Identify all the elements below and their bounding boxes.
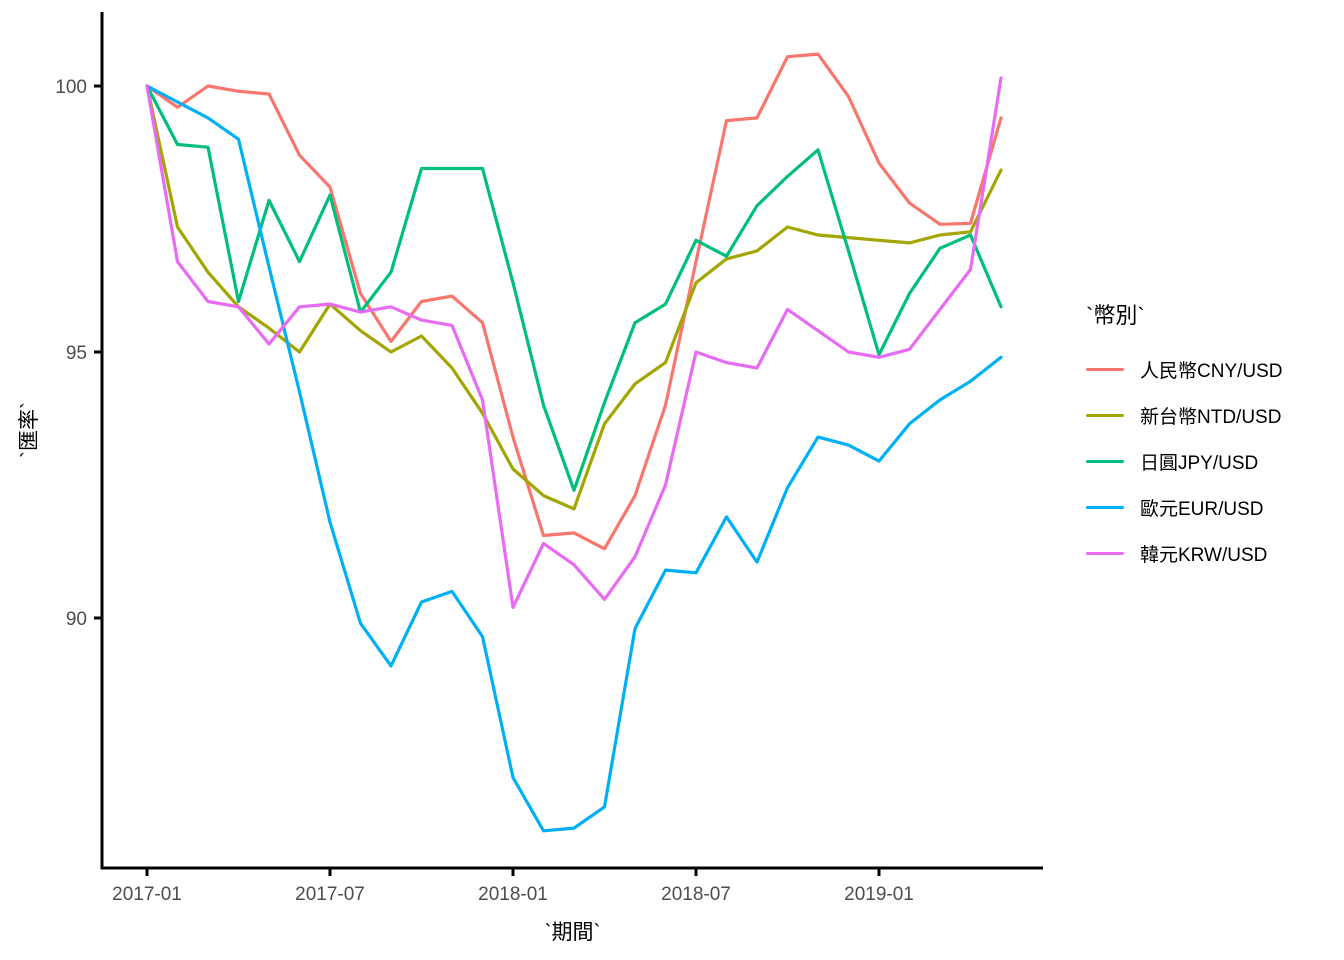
legend-title: `幣別` [1086, 303, 1145, 328]
x-tick-label: 2018-07 [661, 884, 731, 905]
series-line-歐元EUR/USD [145, 84, 1003, 833]
jpy-line-key-icon [1086, 459, 1124, 463]
y-tick-label: 90 [66, 609, 87, 630]
series-line-韓元KRW/USD [145, 76, 1003, 610]
ntd-line-key-icon [1086, 413, 1124, 417]
legend-item-label: 韓元KRW/USD [1140, 544, 1268, 566]
legend-item-ntd: 新台幣NTD/USD [1086, 392, 1283, 438]
legend-item-krw: 韓元KRW/USD [1086, 530, 1283, 576]
series-line-日圓JPY/USD [145, 84, 1003, 492]
legend-item-label: 人民幣CNY/USD [1140, 360, 1283, 382]
cny-line-key-icon [1086, 367, 1124, 371]
x-tick-label: 2018-01 [478, 884, 548, 905]
x-tick-label: 2019-01 [844, 884, 914, 905]
legend-item-label: 日圓JPY/USD [1140, 452, 1259, 474]
x-tick-label: 2017-07 [295, 884, 365, 905]
y-tick-label: 100 [55, 77, 87, 98]
y-axis-title: `匯率` [18, 402, 41, 458]
legend-item-cny: 人民幣CNY/USD [1086, 346, 1283, 392]
legend-item-label: 新台幣NTD/USD [1140, 406, 1282, 428]
legend: `幣別` 人民幣CNY/USD 新台幣NTD/USD 日圓JPY/USD 歐元E… [1086, 298, 1283, 576]
y-tick-label: 95 [66, 343, 87, 364]
eur-line-key-icon [1086, 505, 1124, 509]
x-axis-title: `期間` [544, 921, 601, 944]
x-tick-label: 2017-01 [112, 884, 182, 905]
series-line-人民幣CNY/USD [145, 52, 1003, 551]
legend-item-eur: 歐元EUR/USD [1086, 484, 1283, 530]
krw-line-key-icon [1086, 551, 1124, 555]
legend-item-jpy: 日圓JPY/USD [1086, 438, 1283, 484]
legend-item-label: 歐元EUR/USD [1140, 498, 1264, 520]
